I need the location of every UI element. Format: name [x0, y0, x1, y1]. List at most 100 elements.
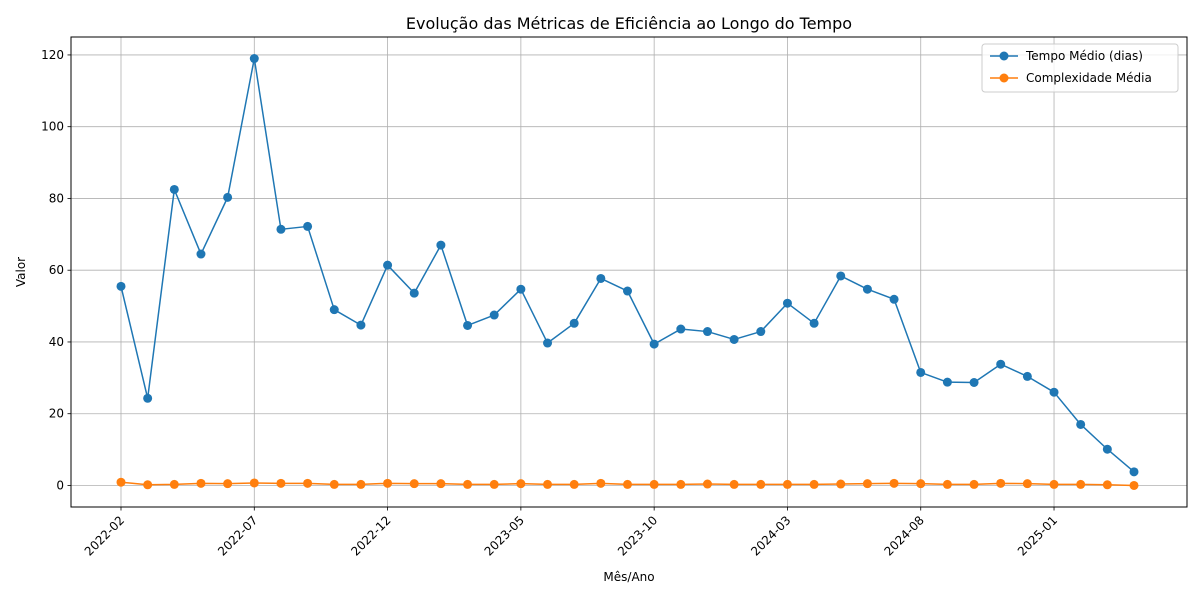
data-point — [409, 288, 419, 298]
data-point — [276, 478, 286, 488]
data-point — [916, 479, 926, 489]
data-point — [1022, 371, 1032, 381]
y-tick-label: 0 — [56, 478, 64, 492]
data-point — [836, 479, 846, 489]
data-point — [383, 260, 393, 270]
chart-title: Evolução das Métricas de Eficiência ao L… — [406, 14, 852, 33]
data-point — [329, 479, 339, 489]
data-point — [596, 273, 606, 283]
data-point — [196, 249, 206, 259]
data-point — [276, 224, 286, 234]
data-point — [516, 284, 526, 294]
legend-marker-0 — [999, 51, 1009, 61]
data-point — [862, 479, 872, 489]
data-point — [942, 479, 952, 489]
data-point — [356, 479, 366, 489]
y-tick-label: 60 — [49, 263, 64, 277]
y-tick-label: 20 — [49, 407, 64, 421]
y-tick-label: 100 — [41, 120, 64, 134]
data-point — [676, 479, 686, 489]
y-tick-label: 40 — [49, 335, 64, 349]
data-point — [303, 478, 313, 488]
data-point — [702, 479, 712, 489]
data-point — [623, 286, 632, 296]
data-point — [249, 478, 259, 488]
data-point — [782, 479, 792, 489]
data-point — [116, 281, 126, 291]
data-point — [543, 479, 553, 489]
x-axis-label: Mês/Ano — [603, 570, 654, 584]
data-point — [809, 318, 819, 328]
data-point — [596, 478, 606, 488]
series-1 — [116, 477, 1139, 490]
data-point — [463, 320, 473, 330]
data-point — [702, 327, 712, 337]
data-point — [969, 479, 979, 489]
data-point — [649, 339, 659, 349]
data-point — [196, 478, 206, 488]
y-axis-ticks: 0 20 40 60 80 100 120 — [41, 48, 71, 492]
data-point — [1076, 419, 1086, 429]
grid-layer — [71, 37, 1187, 507]
legend-marker-1 — [999, 73, 1009, 83]
data-point — [569, 479, 579, 489]
plot-frame — [70, 36, 1188, 508]
data-point — [169, 184, 179, 194]
data-point — [836, 271, 846, 281]
data-point — [249, 54, 259, 64]
data-point — [889, 294, 899, 304]
data-point — [516, 479, 526, 489]
legend-label-1: Complexidade Média — [1026, 71, 1152, 85]
data-point — [409, 479, 419, 489]
data-point — [969, 378, 979, 388]
data-point — [729, 334, 739, 344]
data-point — [356, 320, 366, 330]
data-point — [756, 479, 766, 489]
data-point — [436, 479, 446, 489]
data-point — [1022, 479, 1032, 489]
data-point — [996, 359, 1006, 369]
legend-label-0: Tempo Médio (dias) — [1025, 49, 1143, 63]
data-point — [463, 479, 473, 489]
legend-box — [981, 43, 1179, 93]
data-point — [996, 478, 1006, 488]
data-point — [436, 240, 446, 250]
data-point — [489, 310, 499, 320]
data-point — [649, 479, 659, 489]
y-tick-label: 120 — [41, 48, 64, 62]
data-point — [223, 192, 233, 202]
data-point — [809, 479, 819, 489]
legend: Tempo Médio (dias) Complexidade Média — [981, 43, 1179, 93]
data-point — [569, 318, 579, 328]
data-point — [756, 327, 766, 337]
data-point — [143, 393, 153, 403]
data-point — [916, 367, 926, 377]
series-layer — [116, 54, 1139, 490]
y-axis-label: Valor — [14, 257, 28, 287]
data-point — [1129, 480, 1139, 490]
data-point — [329, 305, 339, 315]
data-point — [223, 479, 233, 489]
data-point — [889, 478, 899, 488]
data-point — [1049, 387, 1059, 397]
data-point — [1129, 467, 1139, 477]
data-point — [169, 479, 179, 489]
data-point — [782, 298, 792, 308]
data-point — [116, 477, 126, 487]
data-point — [729, 479, 739, 489]
data-point — [1076, 479, 1086, 489]
data-point — [1049, 479, 1059, 489]
data-point — [1102, 444, 1112, 454]
data-point — [143, 480, 153, 490]
y-tick-label: 80 — [49, 191, 64, 205]
data-point — [489, 479, 499, 489]
data-point — [862, 284, 872, 294]
data-point — [1102, 480, 1112, 490]
data-point — [942, 377, 952, 387]
series-0 — [116, 54, 1139, 477]
data-point — [383, 478, 393, 488]
data-point — [676, 324, 686, 334]
data-point — [303, 221, 313, 231]
